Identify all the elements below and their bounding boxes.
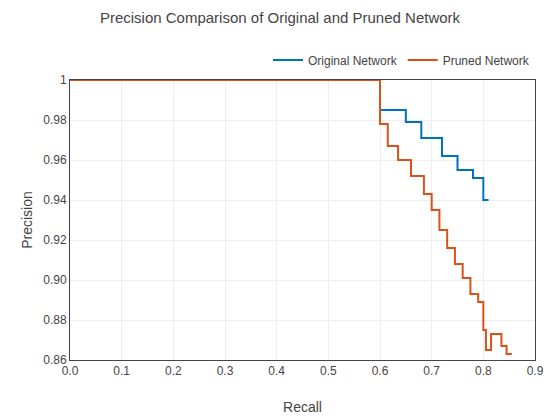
svg-text:0.0: 0.0 — [62, 364, 79, 378]
svg-text:0.96: 0.96 — [43, 153, 67, 167]
svg-text:Pruned Network: Pruned Network — [443, 54, 530, 68]
svg-text:1: 1 — [60, 73, 67, 87]
svg-text:0.86: 0.86 — [43, 353, 67, 367]
svg-text:0.8: 0.8 — [475, 364, 492, 378]
svg-text:0.94: 0.94 — [43, 193, 67, 207]
svg-text:0.6: 0.6 — [372, 364, 389, 378]
svg-text:Original Network: Original Network — [308, 54, 398, 68]
svg-text:0.1: 0.1 — [113, 364, 130, 378]
svg-text:0.92: 0.92 — [43, 233, 67, 247]
svg-text:0.88: 0.88 — [43, 313, 67, 327]
svg-text:0.9: 0.9 — [527, 364, 544, 378]
svg-text:Precision: Precision — [19, 191, 35, 249]
svg-text:0.5: 0.5 — [320, 364, 337, 378]
svg-text:0.98: 0.98 — [43, 113, 67, 127]
svg-text:Recall: Recall — [283, 399, 322, 415]
svg-text:0.3: 0.3 — [217, 364, 234, 378]
svg-text:0.2: 0.2 — [165, 364, 182, 378]
svg-text:Precision Comparison of Origin: Precision Comparison of Original and Pru… — [100, 9, 461, 26]
svg-text:0.7: 0.7 — [423, 364, 440, 378]
svg-text:0.90: 0.90 — [43, 273, 67, 287]
svg-text:0.4: 0.4 — [268, 364, 285, 378]
